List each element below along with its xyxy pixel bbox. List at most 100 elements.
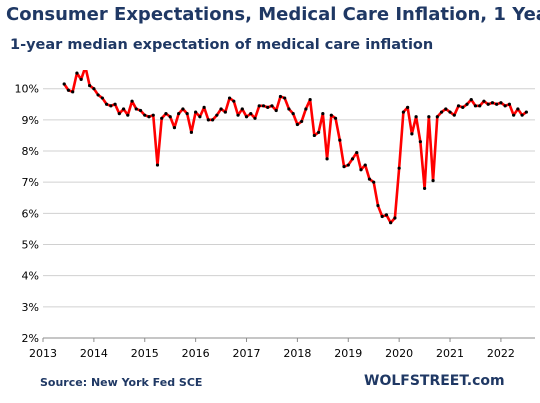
data-point <box>512 113 516 117</box>
data-point <box>444 107 448 111</box>
x-tick-label: 2017 <box>233 347 261 360</box>
data-point <box>227 96 232 100</box>
x-axis: 2013 2014 2015 2016 2017 2018 2019 2020 2021 2022 <box>29 337 535 360</box>
data-point <box>495 102 499 106</box>
data-point <box>189 130 193 134</box>
data-point <box>138 108 143 113</box>
data-point <box>210 118 215 122</box>
data-point <box>270 104 274 108</box>
data-point <box>181 107 185 111</box>
x-tick-label: 2018 <box>283 347 311 360</box>
data-point <box>359 168 363 172</box>
data-point <box>325 157 329 161</box>
data-point <box>151 113 155 117</box>
data-point <box>143 113 147 117</box>
x-tick-label: 2021 <box>436 347 464 360</box>
y-tick-label: 7% <box>22 176 39 189</box>
data-point <box>384 213 389 217</box>
chart-subtitle: 1-year median expectation of medical car… <box>10 37 434 53</box>
x-tick-label: 2022 <box>487 347 515 360</box>
data-point <box>249 112 253 116</box>
data-point <box>469 98 473 102</box>
data-point <box>261 104 266 108</box>
data-point <box>164 112 168 116</box>
data-point <box>92 87 96 91</box>
y-tick-label: 10% <box>15 83 39 96</box>
data-point <box>350 157 355 161</box>
data-point <box>389 221 393 225</box>
data-point <box>287 107 291 111</box>
data-point <box>520 113 524 117</box>
data-point <box>84 65 87 68</box>
data-point <box>486 102 490 106</box>
data-point <box>253 116 257 120</box>
data-point <box>219 107 223 111</box>
data-point <box>104 102 109 106</box>
data-point <box>257 104 261 108</box>
x-tick-label: 2015 <box>131 347 159 360</box>
data-point <box>499 101 503 105</box>
x-tick-label: 2014 <box>80 347 108 360</box>
data-point <box>223 110 227 114</box>
brand-label: WOLFSTREET.com <box>364 373 505 389</box>
data-point <box>342 165 346 169</box>
source-note: Source: New York Fed SCE <box>40 376 203 389</box>
data-point <box>126 113 130 117</box>
data-point <box>121 107 126 111</box>
y-axis: 2% 3% 4% 5% 6% 7% 8% 9% 10% <box>15 83 39 345</box>
data-point <box>367 177 372 181</box>
data-point <box>333 116 338 120</box>
data-point <box>168 115 172 119</box>
data-point <box>130 99 134 103</box>
data-point <box>410 132 414 136</box>
y-tick-label: 2% <box>22 332 39 345</box>
data-point <box>329 113 333 117</box>
data-point <box>376 203 380 208</box>
data-point <box>406 105 410 109</box>
x-tick-label: 2019 <box>334 347 362 360</box>
data-point <box>194 110 198 114</box>
data-point <box>312 133 316 138</box>
data-point <box>418 140 422 144</box>
data-point <box>79 77 83 81</box>
data-point <box>427 115 431 119</box>
y-tick-label: 9% <box>22 114 39 127</box>
y-tick-label: 4% <box>22 270 39 283</box>
data-point <box>177 112 181 116</box>
data-point <box>393 216 397 220</box>
data-point <box>465 102 469 106</box>
data-point <box>117 112 121 116</box>
data-point <box>372 180 376 184</box>
data-point <box>198 115 202 119</box>
data-point <box>516 107 520 111</box>
data-point <box>452 113 456 117</box>
data-point <box>355 150 359 155</box>
y-tick-label: 3% <box>22 301 39 314</box>
data-point <box>435 115 439 119</box>
data-point <box>147 115 151 119</box>
data-point <box>109 104 113 108</box>
data-point <box>461 105 465 109</box>
gridlines <box>43 88 535 339</box>
data-point <box>456 104 461 108</box>
data-point <box>431 179 435 183</box>
x-tick-label: 2013 <box>29 347 57 360</box>
data-point <box>274 108 278 113</box>
data-point <box>100 96 104 100</box>
data-point <box>134 107 138 111</box>
chart-title: Consumer Expectations, Medical Care Infl… <box>6 4 540 25</box>
data-point <box>507 102 511 106</box>
data-point <box>524 110 528 114</box>
data-point <box>155 163 160 167</box>
x-tick-label: 2020 <box>385 347 413 360</box>
data-point <box>266 105 270 109</box>
data-point <box>71 90 75 94</box>
data-point <box>202 105 206 109</box>
data-point <box>439 110 444 114</box>
data-point <box>113 102 117 106</box>
data-point <box>401 110 405 114</box>
data-point <box>338 138 342 142</box>
data-point <box>283 96 287 100</box>
data-point <box>490 101 495 105</box>
data-point <box>75 71 79 75</box>
